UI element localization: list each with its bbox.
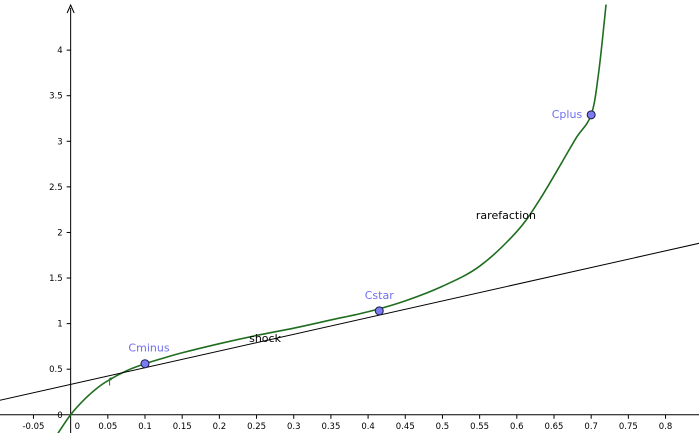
- annotation-rarefaction: rarefaction: [476, 209, 536, 222]
- y-tick-label: 2: [57, 228, 62, 238]
- x-tick-label: 0.1: [138, 422, 152, 432]
- x-tick-label: 0.6: [510, 422, 524, 432]
- x-tick-label: 0.05: [98, 422, 117, 432]
- origin-y-label: 0: [57, 411, 62, 421]
- y-tick-label: 3.5: [49, 92, 63, 102]
- y-tick-label: 3: [57, 137, 62, 147]
- x-tick-label: 0.25: [247, 422, 266, 432]
- y-axis-arrow-icon: [66, 3, 75, 14]
- x-tick-label: 0.75: [619, 422, 638, 432]
- y-tick-label: 1: [57, 320, 62, 330]
- y-tick-label: 4: [57, 46, 62, 56]
- y-tick-label: 2.5: [49, 183, 63, 193]
- point-cplus[interactable]: [586, 110, 596, 120]
- point-label: Cminus: [128, 342, 169, 355]
- x-tick-label: -0.05: [22, 422, 44, 432]
- x-tick-label: 0.65: [545, 422, 564, 432]
- origin-x-label: 0: [75, 422, 80, 432]
- annotation-shock: shock: [249, 332, 281, 345]
- series-line-tangent: [0, 242, 699, 401]
- curve-name-label: f: [108, 376, 113, 389]
- x-tick-label: 0.2: [213, 422, 227, 432]
- x-tick-label: 0.5: [436, 422, 450, 432]
- x-tick-label: 0.3: [287, 422, 301, 432]
- x-tick-label: 0.55: [470, 422, 489, 432]
- x-tick-label: 0.4: [361, 422, 375, 432]
- x-tick-label: 0.45: [396, 422, 415, 432]
- point-label: Cplus: [552, 108, 583, 121]
- point-cminus[interactable]: [140, 359, 150, 369]
- point-cstar[interactable]: [374, 306, 384, 316]
- x-tick-label: 0.35: [321, 422, 340, 432]
- x-tick-label: 0.8: [659, 422, 673, 432]
- x-tick-label: 0.15: [173, 422, 192, 432]
- y-tick-label: 0.5: [49, 365, 63, 375]
- y-tick-label: 1.5: [49, 274, 63, 284]
- point-label: Cstar: [365, 289, 394, 302]
- series-curve-f: [55, 4, 607, 438]
- x-tick-label: 0.7: [584, 422, 598, 432]
